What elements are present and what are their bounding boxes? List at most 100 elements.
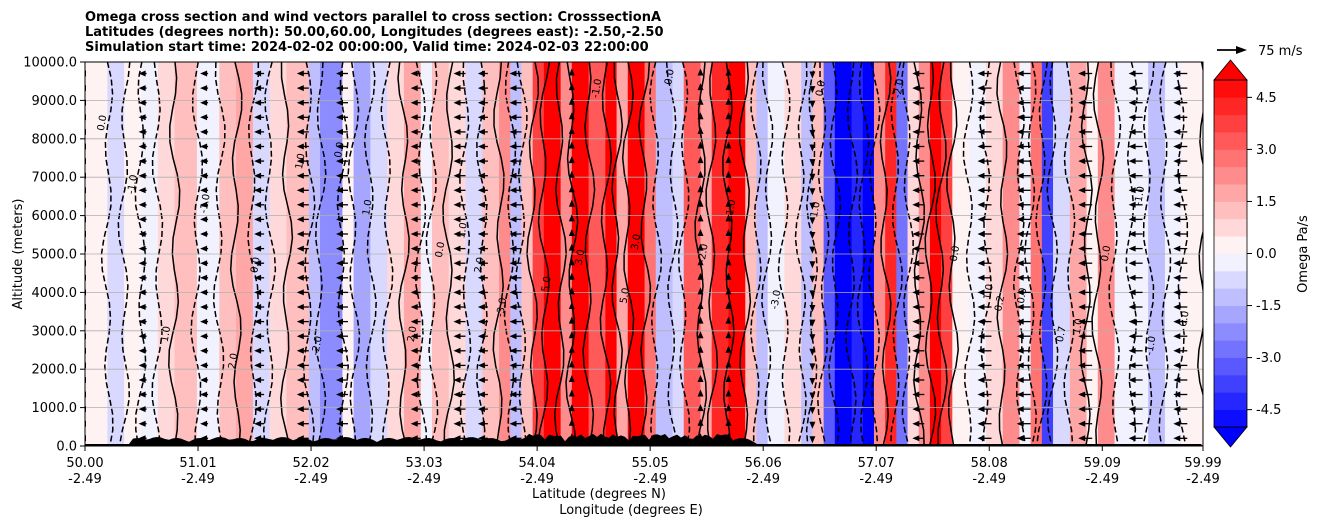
wind-vector [568,258,575,266]
wind-vector [200,260,209,267]
wind-vector [138,231,147,237]
wind-vector [1016,158,1031,165]
wind-vector [809,202,816,210]
wind-vector [254,420,265,427]
wind-vector [1173,318,1188,325]
contour-label: 0.0 [1016,287,1030,305]
wind-vector [509,391,522,398]
wind-vector [568,316,575,324]
wind-vector [1078,172,1093,179]
contour-label: 0.2 [993,295,1007,313]
wind-vector [568,272,575,280]
wind-vector [697,229,704,236]
wind-vector [809,173,816,181]
wind-vector [138,143,147,150]
wind-vector [977,245,992,252]
wind-vector [1016,406,1031,413]
wind-vector [568,68,575,76]
contour-label: 1.0 [294,153,308,171]
contour-label: 0.0 [1100,245,1114,263]
wind-vector [809,159,816,167]
colorbar-level [1214,288,1247,306]
wind-vector [254,362,265,369]
wind-vector [977,406,992,413]
wind-vector [138,201,147,208]
wind-vector [254,260,265,267]
wind-vector [977,420,992,427]
wind-vector [1078,143,1093,150]
wind-vector [138,274,147,281]
y-axis: 0.0 1000.0 2000.0 3000.0 4000.0 5000.0 6000.0 7… [23,56,85,455]
wind-vector [453,391,466,398]
wind-vector [568,375,575,382]
wind-vector [1078,377,1093,383]
wind-vector [1128,216,1143,223]
wind-vector [725,375,732,382]
wind-vector [697,199,704,207]
wind-vector [336,274,348,281]
colorbar-level [1214,253,1247,272]
wind-vector [912,158,925,165]
wind-vector [725,126,732,134]
wind-vector [453,201,466,208]
wind-vector [977,347,992,354]
wind-vector [809,115,816,123]
wind-vector [912,70,925,77]
wind-vector [477,304,488,310]
wind-vector [254,391,265,398]
wind-vector [977,435,992,442]
wind-vector [336,187,348,194]
wind-vector [977,391,992,398]
wind-vector [1173,99,1188,106]
wind-vector [453,333,466,340]
wind-vector [477,187,488,194]
contour-label-layer: 0.0 -1.0 1.0 -1.0 2.0 0.0 1.0 -2.0 0.0 1.0 2.0 0.0 1… [96,68,1192,370]
wind-vector [410,347,421,354]
wind-vector [477,406,488,413]
x-tick-label-lon: -2.49 [181,472,215,487]
wind-vector [977,274,992,281]
wind-vector [912,347,925,354]
wind-vector [509,128,522,135]
wind-vector [1016,143,1031,150]
wind-vector [725,272,732,280]
contour-label: 3.0 [574,249,588,267]
x-tick-label-lon: -2.49 [520,472,554,487]
wind-vector [1173,187,1188,194]
wind-vector [453,70,466,77]
terrain-silhouette [85,433,1203,446]
wind-vector [912,245,925,252]
wind-vector [1078,435,1093,442]
contour-label: 0.0 [663,68,677,86]
wind-vector [725,418,732,426]
wind-vector [138,391,147,398]
x-axis-label-latitude: Latitude (degrees N) [532,487,666,502]
wind-vector [809,86,816,94]
wind-vector [138,99,147,106]
wind-vector [697,83,704,91]
wind-vector [296,391,309,398]
wind-vector [568,83,575,91]
wind-vector [912,435,925,442]
wind-vector [809,232,816,239]
wind-vector [697,345,704,353]
wind-vector [568,170,575,178]
wind-vector [410,318,421,325]
wind-vector [1016,420,1031,427]
wind-vector [200,85,209,92]
wind-vector [697,418,704,426]
wind-vector [977,231,992,237]
wind-vector [809,363,816,371]
contour-label: -1.0 [126,174,140,195]
wind-vector [568,141,575,149]
wind-vector [1128,172,1143,179]
y-tick-label: 0.0 [56,440,77,455]
wind-vector [1128,304,1143,310]
wind-vector [453,274,466,281]
colorbar-level [1214,184,1247,202]
colorbar-tick-label: 0.0 [1256,247,1277,262]
wind-vector [200,70,209,77]
wind-vector [477,362,488,369]
wind-vector [912,318,925,325]
wind-vector [296,347,309,354]
